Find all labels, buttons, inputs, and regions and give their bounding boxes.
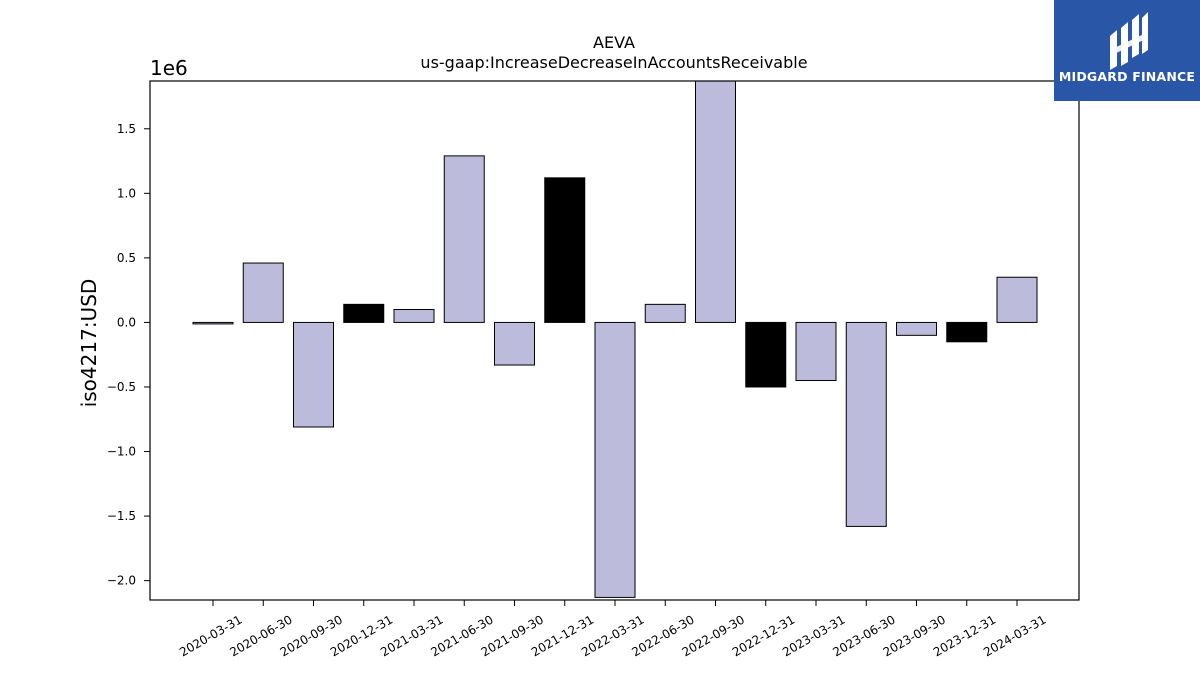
bar-2020-12-31 [343,303,385,323]
chart-subtitle: us-gaap:IncreaseDecreaseInAccountsReceiv… [420,53,807,72]
bar-2020-06-30 [242,262,284,323]
chart-title: AEVA [593,33,635,52]
x-axis-ticks: 2020-03-312020-06-302020-09-302020-12-31… [177,600,1049,659]
midgard-finance-logo: MIDGARD FINANCE [1054,0,1200,101]
y-tick-label: −1.0 [107,445,136,459]
bar-2021-12-31 [544,177,586,323]
y-axis-label: iso4217:USD [77,279,101,408]
bar-2020-03-31 [192,321,234,325]
bar-2021-06-30 [443,155,485,323]
y-tick-label: 0.5 [117,251,136,265]
bar-2024-03-31 [996,276,1038,323]
bar-2022-03-31 [594,321,636,598]
y-tick-label: −2.0 [107,574,136,588]
y-axis-ticks: −2.0 −1.5 −1.0 −0.5 0.0 0.5 1.0 1.5 [107,122,150,588]
bar-2021-09-30 [494,321,535,366]
bar-2022-12-31 [745,321,787,388]
y-tick-label: −0.5 [107,380,136,394]
y-axis-offset-label: 1e6 [150,56,188,80]
y-tick-label: 1.0 [117,186,136,200]
y-tick-label: 1.5 [117,122,136,136]
plot-frame [149,80,1080,601]
bars-group [192,80,1038,598]
y-tick-label: −1.5 [107,509,136,523]
logo-text: MIDGARD FINANCE [1058,69,1196,84]
bar-2023-09-30 [896,321,937,336]
bar-2020-09-30 [293,321,334,428]
y-tick-label: 0.0 [117,315,136,329]
midgard-logo-icon [1110,12,1148,70]
bar-2023-03-31 [795,321,837,382]
bar-2023-12-31 [946,321,988,343]
bar-2021-03-31 [393,309,435,323]
bar-2023-06-30 [845,321,887,527]
bar-2022-09-30 [695,80,736,323]
bar-2022-06-30 [644,303,686,323]
